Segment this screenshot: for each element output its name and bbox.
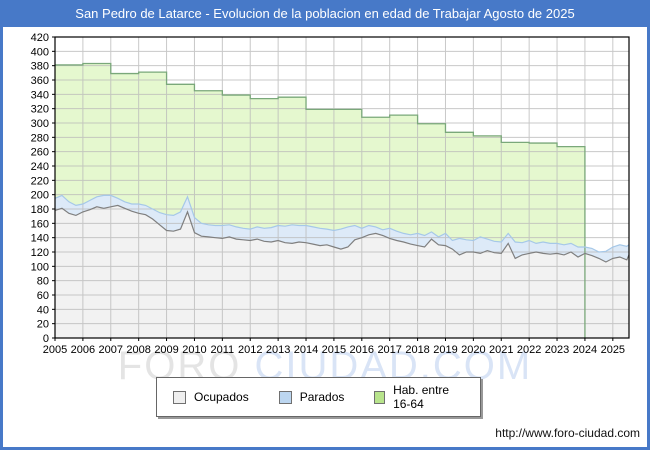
plot-border <box>54 36 630 339</box>
svg-text:2014: 2014 <box>294 344 318 356</box>
legend-item-hab: Hab. entre 16-64 <box>374 383 464 411</box>
svg-text:200: 200 <box>31 190 49 202</box>
svg-text:280: 280 <box>31 132 49 144</box>
svg-text:220: 220 <box>31 175 49 187</box>
y-axis-labels: 0 20 40 60 80 100 120 140 160 180 200 220 240 260 280 3… <box>31 32 55 345</box>
chart-title: San Pedro de Latarce - Evolucion de la p… <box>0 0 650 27</box>
svg-text:2017: 2017 <box>377 344 401 356</box>
legend-label-parados: Parados <box>299 390 345 404</box>
svg-text:320: 320 <box>31 104 49 116</box>
svg-text:40: 40 <box>37 304 49 316</box>
gridlines <box>55 36 629 338</box>
legend-label-hab: Hab. entre 16-64 <box>393 383 450 411</box>
site-url[interactable]: http://www.foro-ciudad.com <box>495 426 640 440</box>
ocupados-area <box>55 205 629 338</box>
svg-text:2020: 2020 <box>461 344 485 356</box>
legend-item-parados: Parados <box>278 390 345 404</box>
svg-text:2025: 2025 <box>601 344 625 356</box>
svg-text:2013: 2013 <box>266 344 290 356</box>
x-axis-labels: 2005 2006 2007 2008 2009 2010 2011 2012 2013 2014… <box>43 338 625 356</box>
parados-swatch <box>278 390 292 404</box>
svg-text:160: 160 <box>31 218 49 230</box>
svg-text:260: 260 <box>31 147 49 159</box>
svg-text:2005: 2005 <box>43 344 67 356</box>
legend-item-ocupados: Ocupados <box>173 390 249 404</box>
svg-text:2012: 2012 <box>238 344 262 356</box>
ocupados-line <box>54 204 630 263</box>
svg-text:2011: 2011 <box>211 344 235 356</box>
svg-text:60: 60 <box>37 290 49 302</box>
legend-label-ocupados: Ocupados <box>194 390 249 404</box>
svg-text:120: 120 <box>31 247 49 259</box>
svg-text:180: 180 <box>31 204 49 216</box>
svg-text:20: 20 <box>37 319 49 331</box>
svg-text:420: 420 <box>31 32 49 44</box>
svg-text:2008: 2008 <box>126 344 150 356</box>
svg-text:2021: 2021 <box>489 344 513 356</box>
svg-text:140: 140 <box>31 233 49 245</box>
svg-text:2010: 2010 <box>182 344 206 356</box>
hab-line <box>55 62 586 338</box>
svg-text:2015: 2015 <box>322 344 346 356</box>
svg-text:300: 300 <box>31 118 49 130</box>
ocupados-swatch <box>173 390 186 404</box>
svg-text:360: 360 <box>31 75 49 87</box>
legend-box: Ocupados Parados Hab. entre 16-64 <box>156 377 481 417</box>
svg-text:380: 380 <box>31 61 49 73</box>
svg-text:0: 0 <box>43 333 49 345</box>
hab-swatch <box>374 390 386 404</box>
svg-text:340: 340 <box>31 89 49 101</box>
svg-text:240: 240 <box>31 161 49 173</box>
svg-text:2007: 2007 <box>99 344 123 356</box>
svg-text:400: 400 <box>31 46 49 58</box>
svg-text:2023: 2023 <box>545 344 569 356</box>
svg-text:2022: 2022 <box>517 344 541 356</box>
svg-text:2016: 2016 <box>350 344 374 356</box>
svg-text:2019: 2019 <box>433 344 457 356</box>
svg-text:100: 100 <box>31 261 49 273</box>
parados-line <box>54 194 630 253</box>
svg-text:2024: 2024 <box>573 344 597 356</box>
svg-text:2009: 2009 <box>154 344 178 356</box>
svg-text:2018: 2018 <box>405 344 429 356</box>
svg-text:80: 80 <box>37 276 49 288</box>
svg-text:2006: 2006 <box>71 344 95 356</box>
